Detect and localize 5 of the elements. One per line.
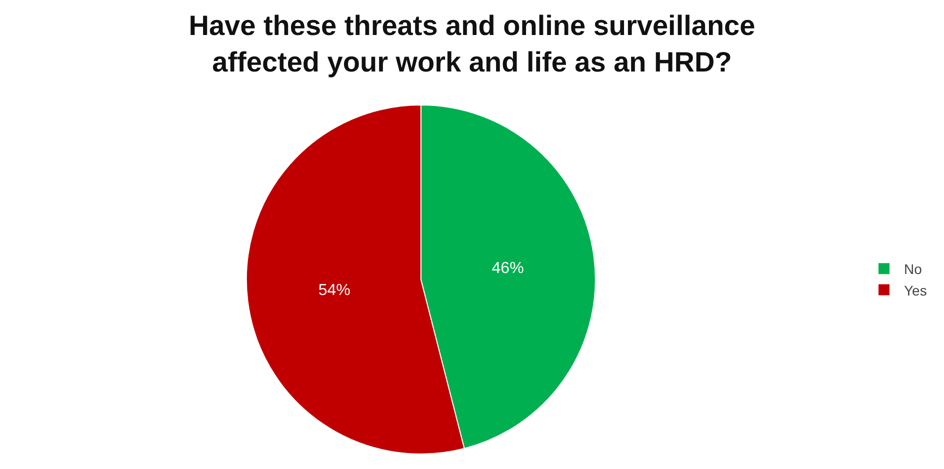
chart-title: Have these threats and online surveillance affected your work and life as an HRD? <box>188 10 756 78</box>
legend-label: No <box>904 261 922 278</box>
data-label: 54% <box>318 282 350 299</box>
data-label: 46% <box>492 260 524 278</box>
legend-label: Yes <box>904 282 927 298</box>
